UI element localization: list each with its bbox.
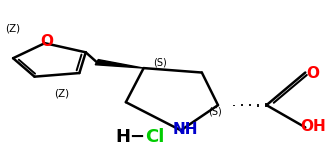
Text: OH: OH [301,119,326,134]
Text: O: O [40,34,53,50]
Text: (S): (S) [153,57,167,67]
Text: (Z): (Z) [54,88,69,98]
Text: NH: NH [173,122,198,137]
Text: H: H [115,128,130,146]
Text: (S): (S) [208,106,222,116]
Text: −: − [130,128,145,146]
Text: Cl: Cl [145,128,165,146]
Text: (Z): (Z) [5,23,20,33]
Text: O: O [306,66,319,81]
Polygon shape [95,60,144,68]
